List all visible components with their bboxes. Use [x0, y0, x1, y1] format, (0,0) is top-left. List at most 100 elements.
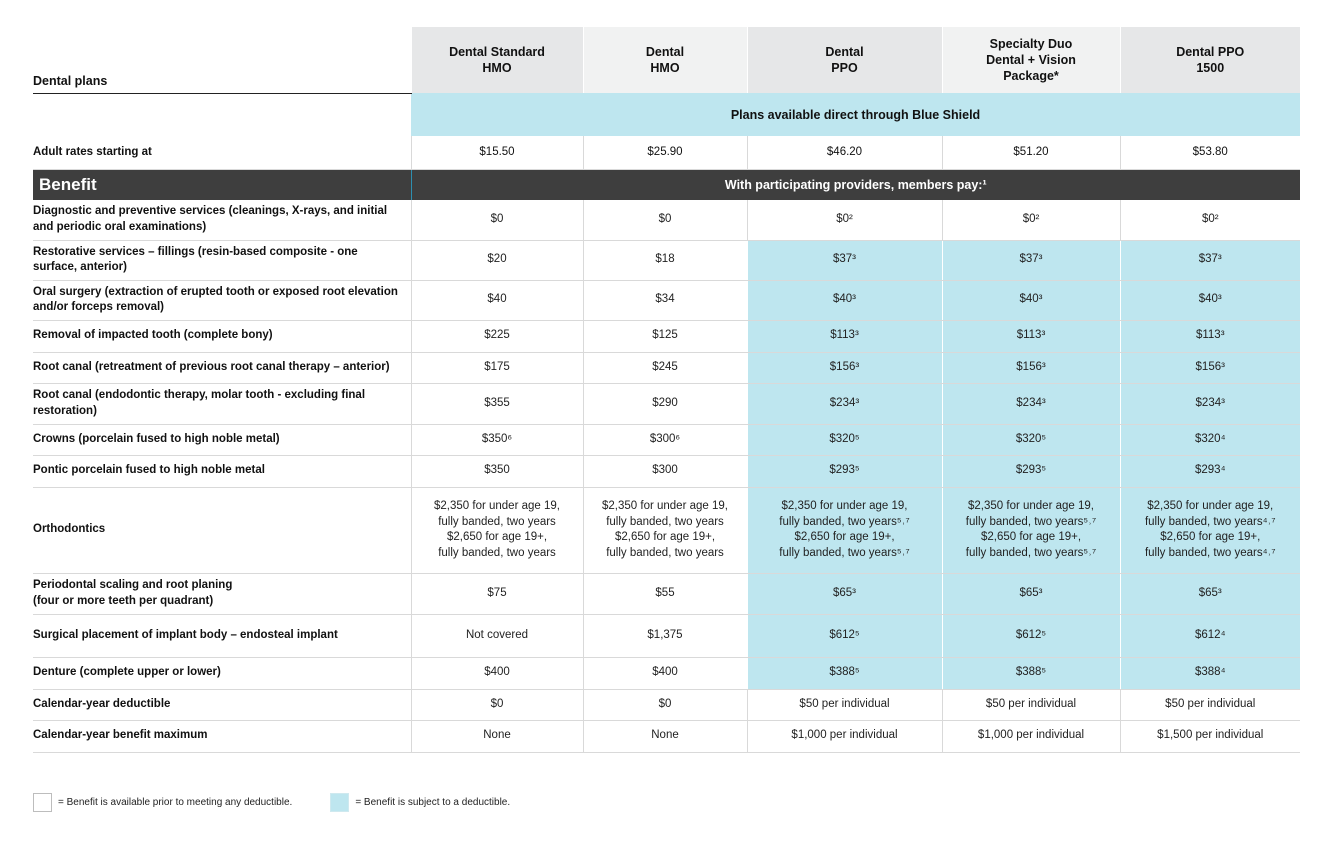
plan-header-1: Dental Standard HMO: [410, 27, 583, 93]
benefit-value: $37³: [746, 240, 942, 281]
plan-header-line: Package*: [1003, 69, 1059, 83]
benefit-value: $293⁵: [746, 455, 942, 488]
adult-rate-value: $25.90: [582, 136, 747, 170]
benefit-value: $0²: [746, 200, 942, 241]
plan-header-5: Dental PPO 1500: [1119, 27, 1300, 93]
benefit-value: $0: [410, 200, 583, 241]
adult-rate-value: $53.80: [1119, 136, 1300, 170]
benefit-value: $388⁵: [746, 657, 942, 690]
benefit-value: $0: [582, 689, 747, 721]
benefit-value: $1,000 per individual: [941, 720, 1120, 753]
benefit-label: Diagnostic and preventive services (clea…: [33, 200, 411, 241]
plan-header-line: Dental: [825, 45, 864, 59]
benefit-value: $0: [410, 689, 583, 721]
benefit-value: $125: [582, 320, 747, 353]
benefit-value: $293⁴: [1119, 455, 1300, 488]
benefit-label: Calendar-year benefit maximum: [33, 720, 411, 753]
benefit-value: $2,350 for under age 19, fully banded, t…: [410, 487, 583, 574]
benefit-value: $1,500 per individual: [1119, 720, 1300, 753]
benefit-value: $40³: [746, 280, 942, 321]
table-title: Dental plans: [33, 27, 411, 94]
dental-plans-table-wrapper: Dental plans Dental Standard HMO Dental …: [33, 27, 1300, 753]
plan-header-2: Dental HMO: [582, 27, 747, 93]
plan-header-3: Dental PPO: [746, 27, 942, 93]
benefit-value: $320⁵: [746, 424, 942, 456]
benefit-value: $113³: [746, 320, 942, 353]
benefit-row: Orthodontics $2,350 for under age 19, ful…: [33, 487, 1300, 574]
plan-header-row: Dental plans Dental Standard HMO Dental …: [33, 27, 1300, 94]
benefit-value: $65³: [1119, 573, 1300, 615]
availability-row: Plans available direct through Blue Shie…: [33, 93, 1300, 136]
benefit-row: Calendar-year deductible $0 $0 $50 per indi…: [33, 689, 1300, 721]
plan-header-line: Specialty Duo: [989, 37, 1073, 51]
benefit-value: $2,350 for under age 19, fully banded, t…: [582, 487, 747, 574]
plan-header-line: Dental PPO: [1176, 45, 1245, 59]
benefit-value: $400: [410, 657, 583, 690]
adult-rate-value: $51.20: [941, 136, 1120, 170]
benefit-value: $175: [410, 352, 583, 384]
benefit-label: Root canal (endodontic therapy, molar to…: [33, 383, 411, 425]
benefit-value: $65³: [941, 573, 1120, 615]
benefit-label: Surgical placement of implant body – end…: [33, 614, 411, 658]
benefit-header-message: With participating providers, members pa…: [410, 169, 1300, 200]
benefit-header-row: Benefit With participating providers, me…: [33, 169, 1300, 200]
benefit-value: $612⁵: [941, 614, 1120, 658]
benefit-value: $350⁶: [410, 424, 583, 456]
adult-rate-value: $15.50: [410, 136, 583, 170]
benefit-value: $245: [582, 352, 747, 384]
benefit-value: $0: [582, 200, 747, 241]
plan-header-line: HMO: [650, 61, 680, 75]
benefit-value: $388⁴: [1119, 657, 1300, 690]
benefit-value: $612⁵: [746, 614, 942, 658]
benefit-label: Orthodontics: [33, 487, 411, 574]
benefit-label: Root canal (retreatment of previous root…: [33, 352, 411, 384]
benefit-value: $113³: [1119, 320, 1300, 353]
benefit-row: Restorative services – fillings (resin-b…: [33, 240, 1300, 281]
plan-header-line: 1500: [1196, 61, 1225, 75]
benefit-value: $156³: [1119, 352, 1300, 384]
plan-header-line: Dental + Vision: [986, 53, 1076, 67]
benefit-value: $290: [582, 383, 747, 425]
benefit-value: $355: [410, 383, 583, 425]
benefit-label: Periodontal scaling and root planing (fo…: [33, 573, 411, 615]
legend-text-deductible: = Benefit is subject to a deductible.: [355, 796, 511, 808]
benefit-value: None: [410, 720, 583, 753]
benefit-value: $300⁶: [582, 424, 747, 456]
white-swatch-icon: [33, 792, 52, 812]
benefit-value: $34: [582, 280, 747, 321]
benefit-row: Calendar-year benefit maximum None None $1,…: [33, 720, 1300, 753]
benefit-value: $612⁴: [1119, 614, 1300, 658]
plan-header-line: Dental Standard: [449, 45, 545, 59]
benefit-value: $37³: [941, 240, 1120, 281]
benefit-value: $2,350 for under age 19, fully banded, t…: [746, 487, 942, 574]
availability-spacer: [33, 93, 411, 136]
benefit-row: Denture (complete upper or lower) $400 $40…: [33, 657, 1300, 690]
availability-note: Plans available direct through Blue Shie…: [411, 93, 1300, 136]
benefit-value: $320⁴: [1119, 424, 1300, 456]
benefit-value: $400: [582, 657, 747, 690]
legend-item-no-deductible: = Benefit is available prior to meeting …: [33, 792, 292, 812]
benefit-value: $40³: [1119, 280, 1300, 321]
plan-header-4: Specialty Duo Dental + Vision Package*: [941, 27, 1120, 93]
benefit-value: $37³: [1119, 240, 1300, 281]
benefit-value: $2,350 for under age 19, fully banded, t…: [941, 487, 1120, 574]
benefit-value: $50 per individual: [746, 689, 942, 721]
benefit-value: $50 per individual: [1119, 689, 1300, 721]
benefit-value: $300: [582, 455, 747, 488]
dental-plans-table: Dental plans Dental Standard HMO Dental …: [33, 27, 1300, 753]
benefit-value: $156³: [941, 352, 1120, 384]
benefit-label: Restorative services – fillings (resin-b…: [33, 240, 411, 281]
benefit-header-label: Benefit: [33, 169, 411, 200]
benefit-value: $20: [410, 240, 583, 281]
benefit-label: Crowns (porcelain fused to high noble me…: [33, 424, 411, 456]
adult-rates-label: Adult rates starting at: [33, 136, 411, 170]
benefit-value: $2,350 for under age 19, fully banded, t…: [1119, 487, 1300, 574]
benefit-value: $0²: [941, 200, 1120, 241]
benefit-value: $0²: [1119, 200, 1300, 241]
benefit-value: Not covered: [410, 614, 583, 658]
benefit-row: Periodontal scaling and root planing (fo…: [33, 573, 1300, 615]
plan-header-line: Dental: [645, 45, 685, 59]
benefit-row: Oral surgery (extraction of erupted toot…: [33, 280, 1300, 321]
benefit-value: $55: [582, 573, 747, 615]
benefit-row: Crowns (porcelain fused to high noble me…: [33, 424, 1300, 456]
